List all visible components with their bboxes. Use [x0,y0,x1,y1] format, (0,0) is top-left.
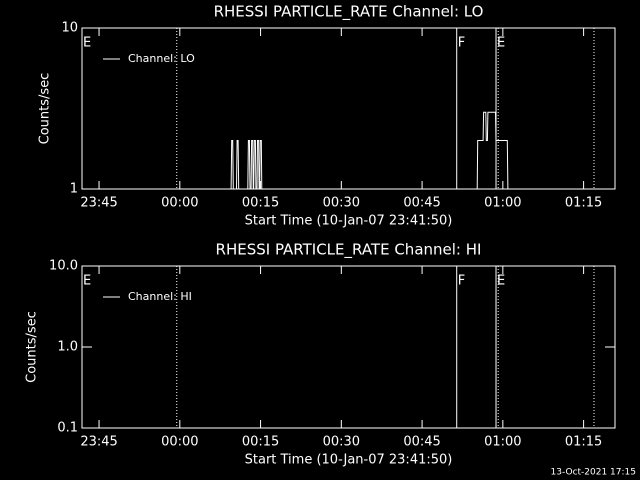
x-tick-label: 23:45 [80,435,117,450]
chart-title: RHESSI PARTICLE_RATE Channel: HI [216,241,482,260]
legend-label: Channel: LO [128,52,195,65]
x-tick-label: 01:15 [565,196,602,211]
event-label: F [458,274,465,289]
y-axis-label: Counts/sec [38,73,53,145]
y-tick-label: 10.0 [49,259,78,274]
data-line [82,111,615,190]
y-tick-label: 1.0 [57,340,78,355]
x-tick-label: 23:45 [80,196,117,211]
event-label: E [497,274,505,289]
event-label: F [458,36,465,51]
chart-title: RHESSI PARTICLE_RATE Channel: LO [214,3,484,22]
x-tick-label: 01:15 [565,435,602,450]
x-axis-label: Start Time (10-Jan-07 23:41:50) [245,214,453,229]
x-tick-label: 00:30 [323,435,360,450]
x-tick-label: 00:30 [323,196,360,211]
event-label: E [497,36,505,51]
x-tick-label: 00:45 [403,435,440,450]
x-axis-label: Start Time (10-Jan-07 23:41:50) [245,453,453,468]
x-tick-label: 00:00 [161,435,198,450]
x-tick-label: 00:45 [403,196,440,211]
x-tick-label: 01:00 [484,196,521,211]
y-tick-label: 0.1 [57,421,78,436]
footer: 13-Oct-2021 17:15 [551,468,636,478]
x-tick-label: 00:15 [242,435,279,450]
event-label: E [83,36,91,51]
x-tick-label: 00:00 [161,196,198,211]
legend-label: Channel: HI [128,290,192,303]
y-tick-label: 1 [70,182,78,197]
x-tick-label: 01:00 [484,435,521,450]
y-tick-label: 10 [61,21,78,36]
x-tick-label: 00:15 [242,196,279,211]
event-label: E [83,274,91,289]
y-axis-label: Counts/sec [25,311,40,383]
